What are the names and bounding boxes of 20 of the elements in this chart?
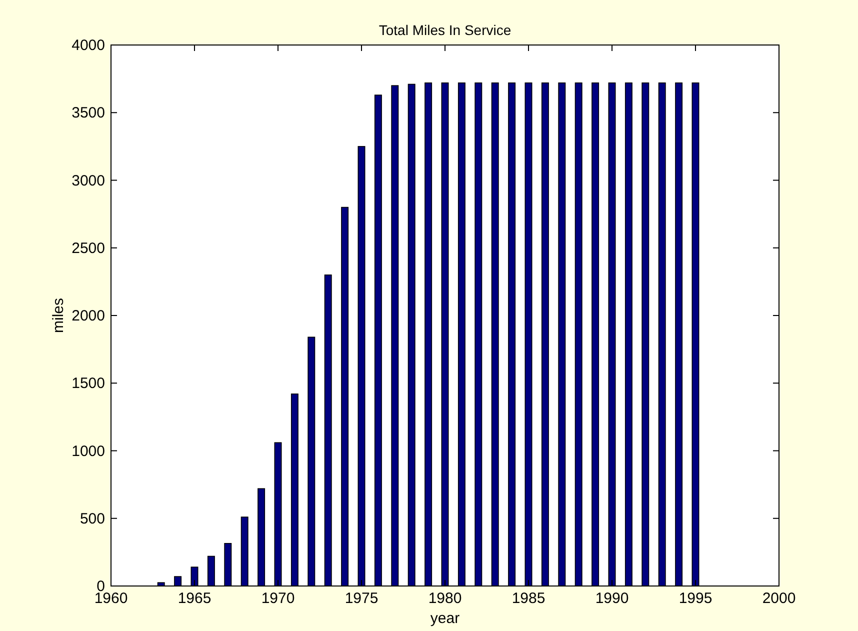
x-tick-label: 1990 xyxy=(595,590,629,607)
y-tick-label: 2000 xyxy=(72,308,105,324)
y-axis-title: miles xyxy=(50,298,67,334)
x-tick-label: 1970 xyxy=(261,590,295,607)
x-tick-label: 1975 xyxy=(344,590,378,607)
y-tick-label: 3000 xyxy=(72,172,105,190)
x-tick-label: 2000 xyxy=(762,590,796,607)
x-tick-label: 1965 xyxy=(178,590,212,607)
y-tick-label: 2500 xyxy=(72,240,105,257)
y-tick-label: 500 xyxy=(80,510,105,528)
x-tick-label: 1980 xyxy=(428,590,462,607)
y-tick-label: 1500 xyxy=(72,375,105,392)
x-tick-label: 1985 xyxy=(512,590,546,607)
x-tick-label: 1960 xyxy=(94,590,128,607)
x-axis-title: year xyxy=(430,610,460,627)
y-tick-label: 1000 xyxy=(72,442,105,460)
chart-title: Total Miles In Service xyxy=(378,22,512,38)
y-tick-label: 4000 xyxy=(72,37,105,54)
y-tick-label: 3500 xyxy=(72,104,105,122)
x-tick-label: 1995 xyxy=(678,590,712,607)
